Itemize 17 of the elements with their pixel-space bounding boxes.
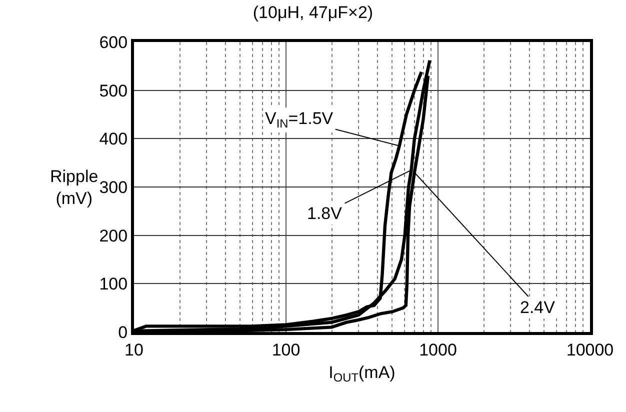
y-tick-label: 0 bbox=[118, 322, 128, 342]
y-tick-label: 300 bbox=[99, 178, 128, 197]
y-tick-label: 600 bbox=[99, 32, 128, 52]
x-tick-label: 100 bbox=[272, 340, 300, 360]
x-tick-label: 10000 bbox=[566, 340, 614, 360]
x-tick-label: 10 bbox=[124, 340, 144, 360]
y-tick-label: 400 bbox=[99, 130, 128, 149]
annotation: V$_{IN}$=1.5V bbox=[265, 109, 334, 131]
y-tick-label: 500 bbox=[99, 81, 128, 100]
x-tick-label: 1000 bbox=[419, 340, 457, 360]
y-tick-label: 100 bbox=[99, 274, 128, 294]
y-tick-label: 200 bbox=[99, 226, 128, 246]
annotation: 1.8V bbox=[307, 204, 343, 223]
annotation: 2.4V bbox=[520, 298, 556, 317]
x-axis-title: I$_{OUT}$(mA) bbox=[328, 362, 396, 384]
y-axis-title: Ripple (mV) bbox=[50, 167, 98, 208]
chart-title: (10μH, 47μF×2) bbox=[252, 3, 374, 22]
